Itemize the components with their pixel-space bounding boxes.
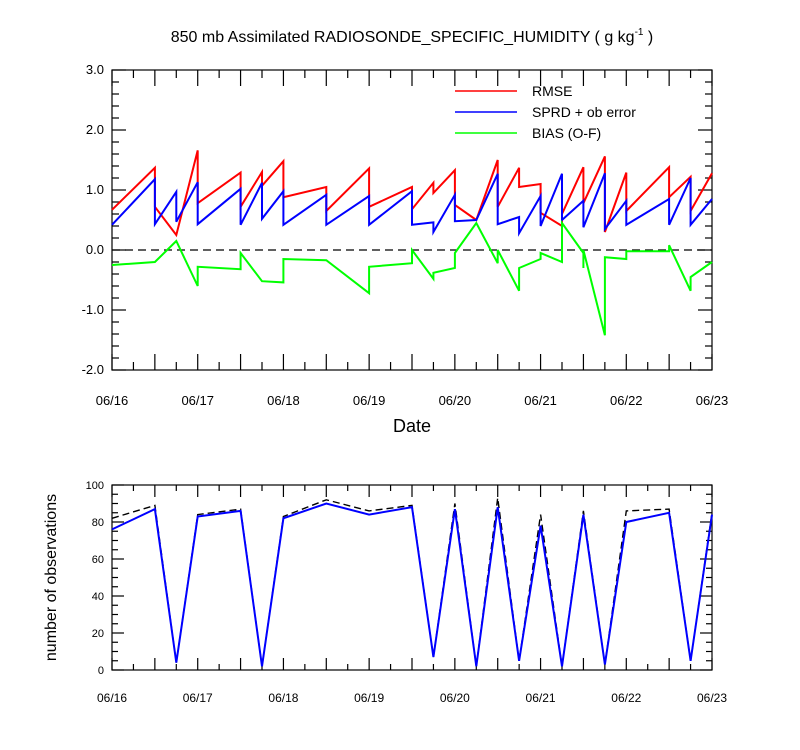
- y-tick-label: 0: [98, 665, 104, 677]
- x-tick-label: 06/16: [97, 691, 127, 705]
- x-tick-label: 06/22: [611, 691, 641, 705]
- y-tick-label: 80: [92, 517, 104, 529]
- y-tick-label: 100: [86, 480, 104, 492]
- series-line-assimilated: [111, 502, 713, 667]
- x-tick-label: 06/18: [267, 393, 300, 408]
- x-tick-label: 06/17: [183, 691, 213, 705]
- x-tick-label: 06/22: [610, 393, 643, 408]
- y-tick-label: 0.0: [86, 242, 104, 257]
- x-tick-label: 06/21: [524, 393, 557, 408]
- y-tick-label: 40: [92, 591, 104, 603]
- x-tick-label: 06/20: [439, 393, 472, 408]
- x-tick-label: 06/16: [96, 393, 129, 408]
- y-tick-label: 2.0: [86, 122, 104, 137]
- top-chart: 06/16 06/17 06/18 06/19 06/20 06/21 06/22 06/23…: [82, 62, 729, 436]
- series-line-total: [111, 497, 713, 667]
- chart-title: 850 mb Assimilated RADIOSONDE_SPECIFIC_H…: [171, 27, 654, 46]
- legend-label: BIAS (O-F): [532, 125, 601, 141]
- title-main: 850 mb Assimilated RADIOSONDE_SPECIFIC_H…: [171, 29, 635, 46]
- y-tick-label: -2.0: [82, 362, 104, 377]
- series-line-sprd-ob-error: [111, 172, 713, 237]
- x-tick-label: 06/23: [696, 393, 729, 408]
- x-tick-label: 06/17: [181, 393, 214, 408]
- bottom-chart: 06/16 06/17 06/18 06/19 06/20 06/21 06/22 06/23…: [43, 480, 727, 705]
- y-tick-label: -1.0: [82, 302, 104, 317]
- x-tick-label: 06/20: [440, 691, 470, 705]
- series-line-bias-o-f: [111, 219, 713, 336]
- x-tick-label: 06/21: [526, 691, 556, 705]
- y-tick-label: 1.0: [86, 182, 104, 197]
- y-tick-label: 20: [92, 628, 104, 640]
- x-tick-label: 06/19: [354, 691, 384, 705]
- x-tick-label: 06/23: [697, 691, 727, 705]
- title-tail: ): [643, 29, 653, 46]
- title-superscript: -1: [635, 27, 644, 38]
- x-tick-label: 06/19: [353, 393, 386, 408]
- legend-label: SPRD + ob error: [532, 104, 636, 120]
- x-axis-label: Date: [393, 416, 431, 436]
- y-tick-label: 60: [92, 554, 104, 566]
- y-tick-label: 3.0: [86, 62, 104, 77]
- legend-label: RMSE: [532, 83, 572, 99]
- y-axis-label: number of observations: [43, 494, 60, 661]
- x-tick-label: 06/18: [268, 691, 298, 705]
